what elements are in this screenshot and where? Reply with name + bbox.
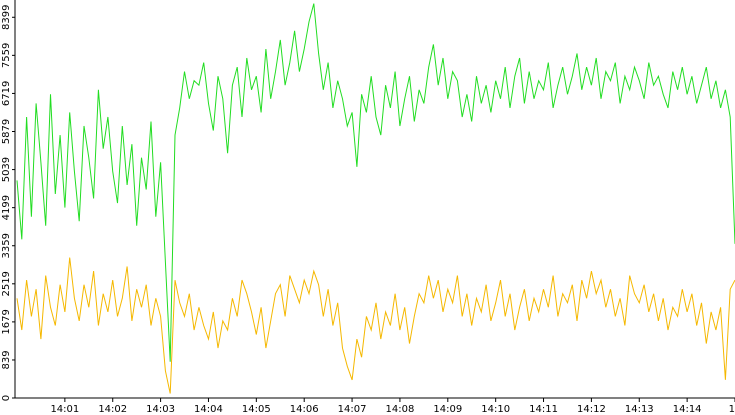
- y-tick-label: 839: [1, 350, 12, 369]
- x-tick-label: 14:08: [386, 404, 415, 415]
- y-tick-label: 6719: [1, 81, 12, 106]
- series-line: [16, 3, 735, 362]
- y-tick-label: 1679: [1, 309, 12, 334]
- series-line: [16, 257, 735, 394]
- x-tick-label: 14:06: [290, 404, 319, 415]
- y-tick-label: 8399: [1, 5, 12, 30]
- x-tick-label: 14:07: [338, 404, 367, 415]
- y-tick-label: 5879: [1, 119, 12, 144]
- x-tick-label: 14:04: [194, 404, 223, 415]
- x-tick-label: 14:14: [673, 404, 702, 415]
- y-tick-label: 7559: [1, 43, 12, 68]
- x-tick-label: 14:12: [577, 404, 606, 415]
- y-tick-label: 2519: [1, 271, 12, 296]
- x-tick-label: 14: [729, 404, 735, 415]
- x-tick-label: 14:11: [529, 404, 558, 415]
- y-tick-label: 0: [1, 395, 12, 401]
- x-tick-label: 14:13: [625, 404, 654, 415]
- x-tick-label: 14:09: [433, 404, 462, 415]
- x-tick-label: 14:03: [146, 404, 175, 415]
- x-tick-label: 14:10: [481, 404, 510, 415]
- x-tick-label: 14:05: [242, 404, 271, 415]
- y-tick-label: 5039: [1, 157, 12, 182]
- x-tick-label: 14:02: [98, 404, 127, 415]
- y-tick-label: 3359: [1, 233, 12, 258]
- y-tick-label: 4199: [1, 195, 12, 220]
- x-tick-label: 14:01: [50, 404, 79, 415]
